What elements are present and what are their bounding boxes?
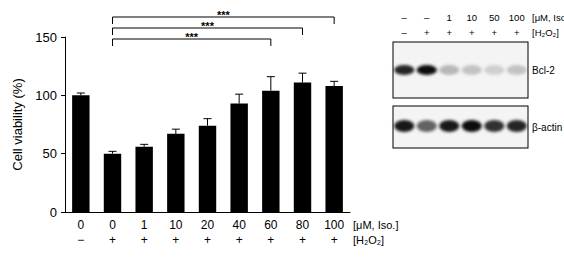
svg-text:+: + bbox=[141, 233, 148, 247]
svg-text:+: + bbox=[172, 233, 179, 247]
svg-text:50: 50 bbox=[489, 12, 500, 23]
svg-text:80: 80 bbox=[296, 218, 310, 232]
svg-text:+: + bbox=[446, 27, 452, 38]
svg-text:+: + bbox=[331, 233, 338, 247]
svg-text:0: 0 bbox=[77, 218, 84, 232]
svg-text:10: 10 bbox=[169, 218, 183, 232]
svg-text:40: 40 bbox=[232, 218, 246, 232]
svg-text:[μM, Iso.]: [μM, Iso.] bbox=[353, 219, 398, 231]
svg-text:+: + bbox=[204, 233, 211, 247]
svg-text:60: 60 bbox=[264, 218, 278, 232]
svg-text:20: 20 bbox=[201, 218, 215, 232]
svg-text:***: *** bbox=[201, 20, 215, 32]
svg-text:0: 0 bbox=[109, 218, 116, 232]
svg-text:+: + bbox=[267, 233, 274, 247]
svg-text:10: 10 bbox=[466, 12, 477, 23]
svg-text:150: 150 bbox=[35, 30, 57, 45]
svg-text:[H₂O₂]: [H₂O₂] bbox=[353, 234, 384, 246]
svg-text:1: 1 bbox=[141, 218, 148, 232]
svg-text:***: *** bbox=[217, 9, 231, 21]
svg-text:+: + bbox=[469, 27, 475, 38]
svg-text:[μM, Iso.]: [μM, Iso.] bbox=[532, 12, 564, 23]
svg-text:+: + bbox=[236, 233, 243, 247]
svg-text:100: 100 bbox=[509, 12, 525, 23]
svg-text:+: + bbox=[424, 27, 430, 38]
svg-text:+: + bbox=[514, 27, 520, 38]
svg-text:β-actin: β-actin bbox=[532, 122, 562, 133]
svg-text:Cell viability (%): Cell viability (%) bbox=[10, 78, 25, 170]
svg-text:***: *** bbox=[185, 31, 199, 43]
svg-text:100: 100 bbox=[324, 218, 344, 232]
svg-text:[H₂O₂]: [H₂O₂] bbox=[532, 27, 559, 38]
svg-text:100: 100 bbox=[35, 88, 57, 103]
svg-text:–: – bbox=[424, 12, 430, 23]
svg-text:1: 1 bbox=[447, 12, 452, 23]
svg-text:Bcl-2: Bcl-2 bbox=[532, 65, 555, 76]
svg-text:0: 0 bbox=[50, 205, 57, 220]
svg-text:+: + bbox=[491, 27, 497, 38]
svg-text:–: – bbox=[402, 27, 408, 38]
svg-text:50: 50 bbox=[43, 146, 57, 161]
svg-text:+: + bbox=[109, 233, 116, 247]
svg-text:+: + bbox=[299, 233, 306, 247]
svg-text:–: – bbox=[402, 12, 408, 23]
svg-text:−: − bbox=[77, 233, 84, 247]
